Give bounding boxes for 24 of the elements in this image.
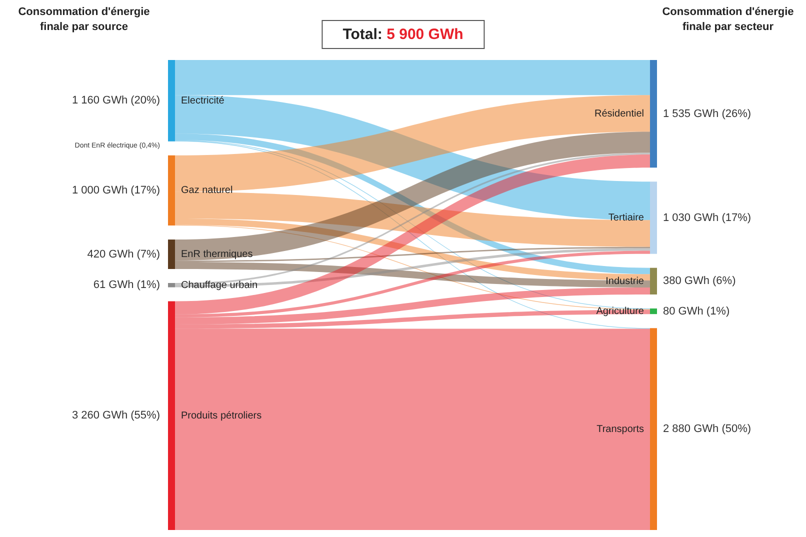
- text: 5 900 GWh: [386, 26, 464, 43]
- category-label: Chauffage urbain: [181, 280, 258, 291]
- category-label: Résidentiel: [594, 108, 644, 120]
- category-label: Industrie: [606, 276, 644, 287]
- category-label: Transports: [596, 424, 644, 435]
- category-label: Gaz naturel: [181, 185, 233, 196]
- data-label: 380 GWh (6%): [663, 275, 736, 288]
- data-label: 2 880 GWh (50%): [663, 423, 752, 436]
- category-label: Tertiaire: [608, 212, 644, 224]
- data-label: 1 030 GWh (17%): [663, 212, 752, 224]
- text: Consommation d'énergie finale par secteur: [662, 6, 794, 34]
- data-label: 1 535 GWh (26%): [663, 108, 752, 120]
- category-label: EnR thermiques: [181, 249, 253, 260]
- category-label: Agriculture: [596, 306, 644, 318]
- data-label: 1 000 GWh (17%): [72, 184, 160, 196]
- data-label: 3 260 GWh (55%): [72, 410, 160, 422]
- data-label: 80 GWh (1%): [663, 305, 730, 318]
- data-label: 61 GWh (1%): [93, 279, 160, 292]
- text: Total:: [342, 26, 382, 43]
- category-label: Electricité: [181, 95, 225, 106]
- data-label: 1 160 GWh (20%): [72, 94, 160, 107]
- category-label: Produits pétroliers: [181, 410, 262, 422]
- data-label: 420 GWh (7%): [87, 248, 160, 260]
- text: Consommation d'énergie finale par source: [18, 6, 150, 34]
